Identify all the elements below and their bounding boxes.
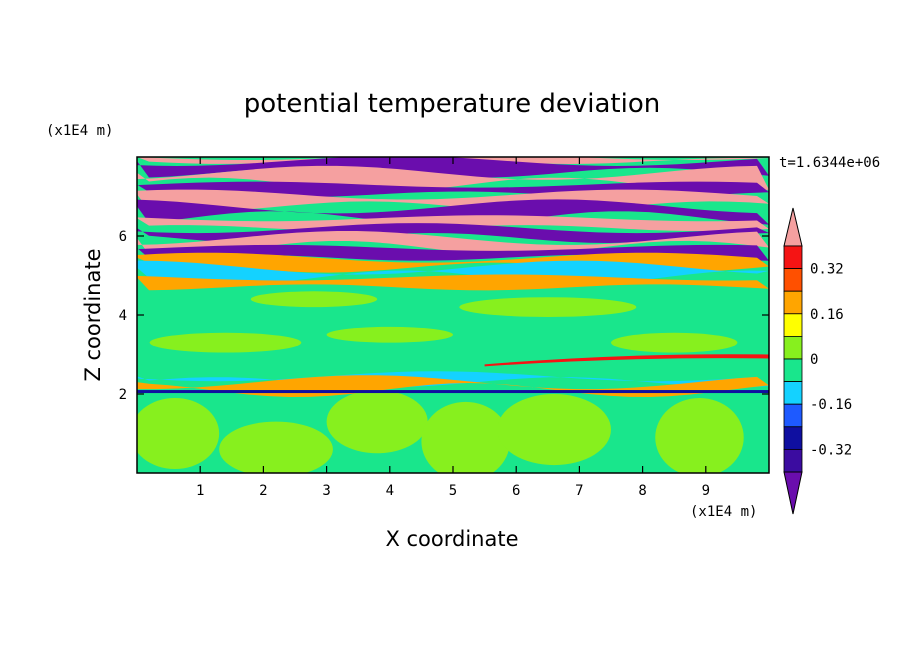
contour-patch [326,390,428,454]
contour-band [137,231,769,255]
colorbar: 0.32 0.16 0 -0.16 -0.32 [783,207,852,515]
x-tick-label: 8 [638,483,646,499]
colorbar-min-triangle [783,471,803,515]
colorbar-label: -0.32 [810,442,852,458]
y-tick-label: 2 [119,387,127,403]
colorbar-label: 0.16 [810,307,844,323]
colorbar-segment [783,313,803,337]
contour-band [137,157,769,178]
contour-patch [149,332,302,353]
x-tick-label: 1 [196,483,204,499]
colorbar-label: 0.32 [810,262,844,278]
x-tick-label: 7 [575,483,583,499]
contour-patch [137,397,220,470]
colorbar-segment [783,403,803,428]
contour-patch [459,297,637,317]
colorbar-segment [783,448,803,473]
colorbar-max-triangle [783,207,803,247]
colorbar-segment [783,245,803,270]
y-tick-label: 4 [119,308,127,324]
contour-field [137,157,769,473]
x-tick-label: 3 [322,483,330,499]
contour-streak [484,354,769,367]
y-unit-label: (x1E4 m) [46,123,113,139]
contour-streak [137,390,769,394]
contour-band [137,274,769,291]
x-axis: 1 2 3 4 5 6 7 8 9 [196,157,710,499]
x-tick-label: 6 [512,483,520,499]
contour-band [137,244,769,261]
contour-patch [326,326,453,343]
contour-patch [655,397,744,473]
x-tick-label: 2 [259,483,267,499]
y-tick-label: 6 [119,229,127,245]
y-axis-label: Z coordinate [81,248,105,381]
colorbar-segment [783,268,803,292]
contour-band [137,165,769,192]
contour-patch [497,394,611,466]
colorbar-segment [783,381,803,405]
colorbar-segment [783,426,803,450]
time-label: t=1.6344e+06 [779,155,880,171]
contour-band [137,215,769,232]
contour-patch [250,291,378,308]
colorbar-segment [783,358,803,383]
colorbar-label: 0 [810,352,818,368]
chart-title: potential temperature deviation [244,89,660,119]
contour-patch [421,401,510,473]
x-tick-label: 9 [702,483,710,499]
colorbar-label: -0.16 [810,397,852,413]
x-axis-label: X coordinate [385,527,518,551]
x-unit-label: (x1E4 m) [690,504,757,520]
contour-patch [611,332,738,353]
contour-band [137,199,769,226]
colorbar-segment [783,290,803,315]
colorbar-segment [783,335,803,360]
contour-band [137,157,769,164]
x-tick-label: 4 [386,483,394,499]
contour-band [137,371,769,388]
contour-patch [219,421,333,473]
y-axis: 2 4 6 [119,229,769,403]
contour-patches [137,291,769,473]
x-tick-label: 5 [449,483,457,499]
